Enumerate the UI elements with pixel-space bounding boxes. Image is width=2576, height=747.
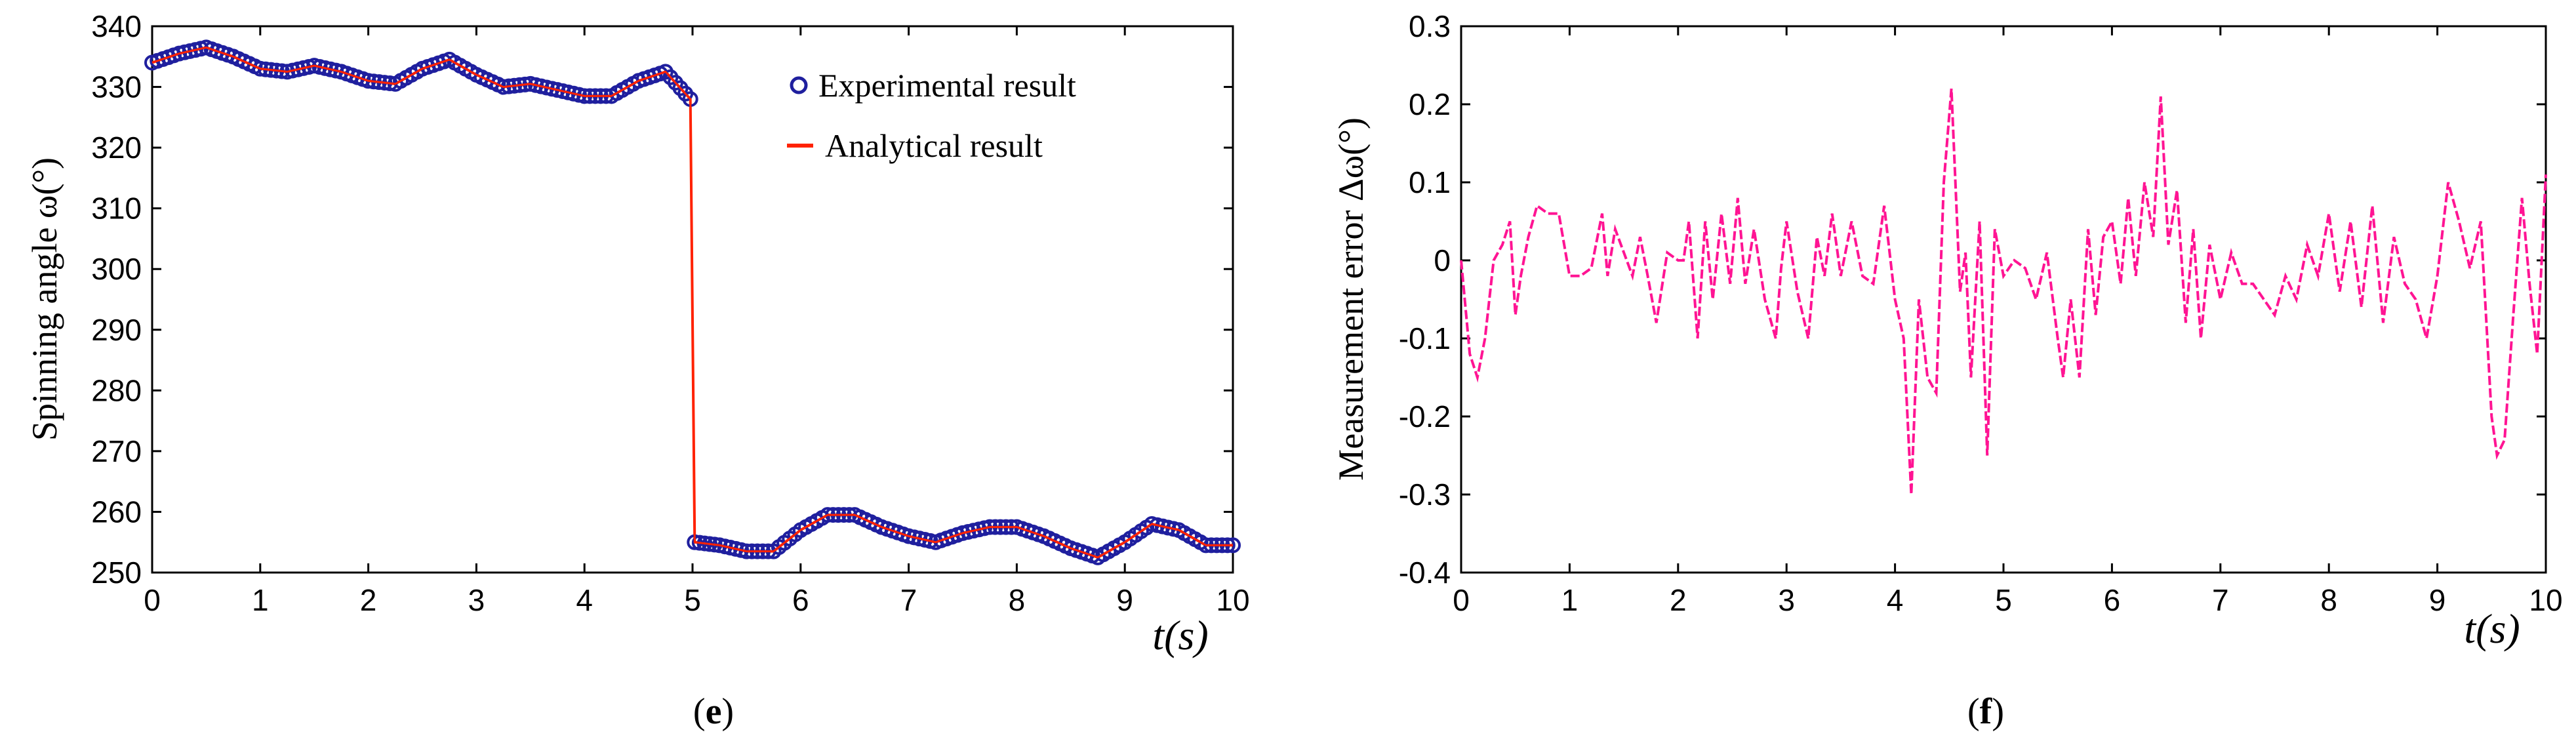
f-xtick-label: 8 <box>2320 583 2337 617</box>
f-ytick-label: 0 <box>1434 243 1451 277</box>
panel-letter-f: f <box>1980 691 1993 732</box>
legend-label-experimental: Experimental result <box>818 67 1076 104</box>
f-xtick-label: 1 <box>1561 583 1579 617</box>
f-xtick-label: 2 <box>1670 583 1687 617</box>
y-axis-e: 250 260 270 280 290 300 310 320 330 340 <box>91 9 1233 590</box>
e-xtick-label: 1 <box>252 583 269 617</box>
measurement-error-line <box>1460 89 2547 495</box>
f-ytick-label: -0.4 <box>1399 555 1451 590</box>
measurement-error-series <box>1460 89 2547 495</box>
f-xtick-label: 10 <box>2529 583 2562 617</box>
e-xtick-label: 0 <box>144 583 161 617</box>
analytical-line-overlay <box>151 46 1233 559</box>
f-xtick-label: 4 <box>1887 583 1904 617</box>
legend-label-analytical: Analytical result <box>825 127 1043 164</box>
e-ytick-label: 270 <box>91 434 142 468</box>
x-axis-e: 0 1 2 3 4 5 6 7 8 9 10 <box>144 26 1250 617</box>
e-ytick-label: 340 <box>91 9 142 43</box>
e-xtick-label: 7 <box>900 583 917 617</box>
panel-caption-e: (e) <box>693 691 734 732</box>
f-ytick-label: -0.3 <box>1399 477 1451 512</box>
f-ytick-label: 0.2 <box>1409 87 1451 121</box>
e-xtick-label: 6 <box>792 583 809 617</box>
f-xtick-label: 6 <box>2104 583 2121 617</box>
y-axis-f: -0.4 -0.3 -0.2 -0.1 0 0.1 0.2 0.3 <box>1399 9 2546 590</box>
y-axis-label-e: Spinning angle ω(°) <box>25 157 64 441</box>
e-ytick-label: 250 <box>91 555 142 590</box>
chart-panel-e: 250 260 270 280 290 300 310 320 330 340 0 1 2 3 4 5 6 7 8… <box>25 9 1250 732</box>
e-ytick-label: 310 <box>91 192 142 226</box>
f-ytick-label: 0.3 <box>1409 9 1451 43</box>
y-axis-label-f: Measurement error Δω(°) <box>1331 117 1371 481</box>
panel-caption-f: (f) <box>1967 691 2004 732</box>
x-axis-f: 0 1 2 3 4 5 6 7 8 9 10 <box>1453 26 2563 617</box>
e-ytick-label: 280 <box>91 373 142 407</box>
f-ytick-label: -0.2 <box>1399 399 1451 434</box>
f-ytick-label: -0.1 <box>1399 321 1451 355</box>
e-xtick-label: 9 <box>1116 583 1133 617</box>
e-ytick-label: 300 <box>91 252 142 286</box>
x-axis-label-f: t(s) <box>2464 605 2520 652</box>
e-ytick-label: 330 <box>91 70 142 104</box>
f-ytick-label: 0.1 <box>1409 165 1451 199</box>
legend-marker-experimental <box>790 76 808 94</box>
f-xtick-label: 5 <box>1995 583 2012 617</box>
f-xtick-label: 7 <box>2212 583 2229 617</box>
experimental-series <box>144 39 1241 565</box>
e-ytick-label: 320 <box>91 131 142 165</box>
x-axis-label-e: t(s) <box>1152 612 1208 658</box>
f-xtick-label: 9 <box>2429 583 2446 617</box>
e-xtick-label: 4 <box>576 583 593 617</box>
f-xtick-label: 3 <box>1778 583 1795 617</box>
e-xtick-label: 10 <box>1216 583 1249 617</box>
e-ytick-label: 260 <box>91 495 142 529</box>
legend: Experimental result Analytical result <box>787 67 1076 164</box>
e-xtick-label: 8 <box>1009 583 1026 617</box>
e-xtick-label: 5 <box>684 583 701 617</box>
panel-letter-e: e <box>706 691 722 732</box>
e-xtick-label: 3 <box>468 583 485 617</box>
e-xtick-label: 2 <box>360 583 377 617</box>
f-xtick-label: 0 <box>1453 583 1470 617</box>
chart-panel-f: -0.4-0.3-0.2-0.100.10.20.3 0 1 2 3 4 5 6 7 8 9 10 … <box>1331 9 2563 732</box>
e-ytick-label: 290 <box>91 313 142 347</box>
